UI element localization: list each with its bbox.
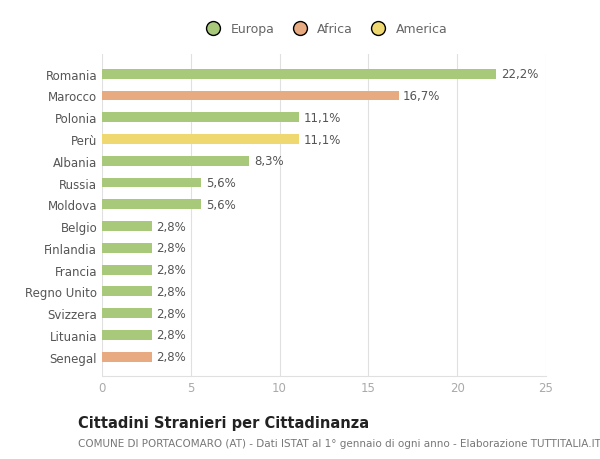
Text: 22,2%: 22,2%	[501, 68, 538, 81]
Bar	[102, 91, 398, 101]
Text: 5,6%: 5,6%	[206, 177, 236, 190]
Bar	[102, 135, 299, 145]
Text: Cittadini Stranieri per Cittadinanza: Cittadini Stranieri per Cittadinanza	[78, 415, 369, 431]
Text: 5,6%: 5,6%	[206, 198, 236, 211]
Legend: Europa, Africa, America: Europa, Africa, America	[197, 20, 451, 40]
Text: 11,1%: 11,1%	[304, 133, 341, 146]
Text: 2,8%: 2,8%	[156, 285, 186, 298]
Text: 2,8%: 2,8%	[156, 263, 186, 276]
Bar	[102, 157, 250, 166]
Text: 11,1%: 11,1%	[304, 112, 341, 124]
Bar	[102, 287, 152, 297]
Bar	[102, 352, 152, 362]
Bar	[102, 222, 152, 231]
Text: 2,8%: 2,8%	[156, 242, 186, 255]
Text: 16,7%: 16,7%	[403, 90, 440, 103]
Bar	[102, 265, 152, 275]
Text: 2,8%: 2,8%	[156, 307, 186, 320]
Bar	[102, 243, 152, 253]
Bar	[102, 178, 202, 188]
Bar	[102, 330, 152, 340]
Text: 2,8%: 2,8%	[156, 350, 186, 364]
Bar	[102, 113, 299, 123]
Text: 2,8%: 2,8%	[156, 220, 186, 233]
Bar	[102, 70, 496, 79]
Text: 8,3%: 8,3%	[254, 155, 283, 168]
Bar	[102, 200, 202, 210]
Text: COMUNE DI PORTACOMARO (AT) - Dati ISTAT al 1° gennaio di ogni anno - Elaborazion: COMUNE DI PORTACOMARO (AT) - Dati ISTAT …	[78, 438, 600, 448]
Text: 2,8%: 2,8%	[156, 329, 186, 341]
Bar	[102, 308, 152, 319]
